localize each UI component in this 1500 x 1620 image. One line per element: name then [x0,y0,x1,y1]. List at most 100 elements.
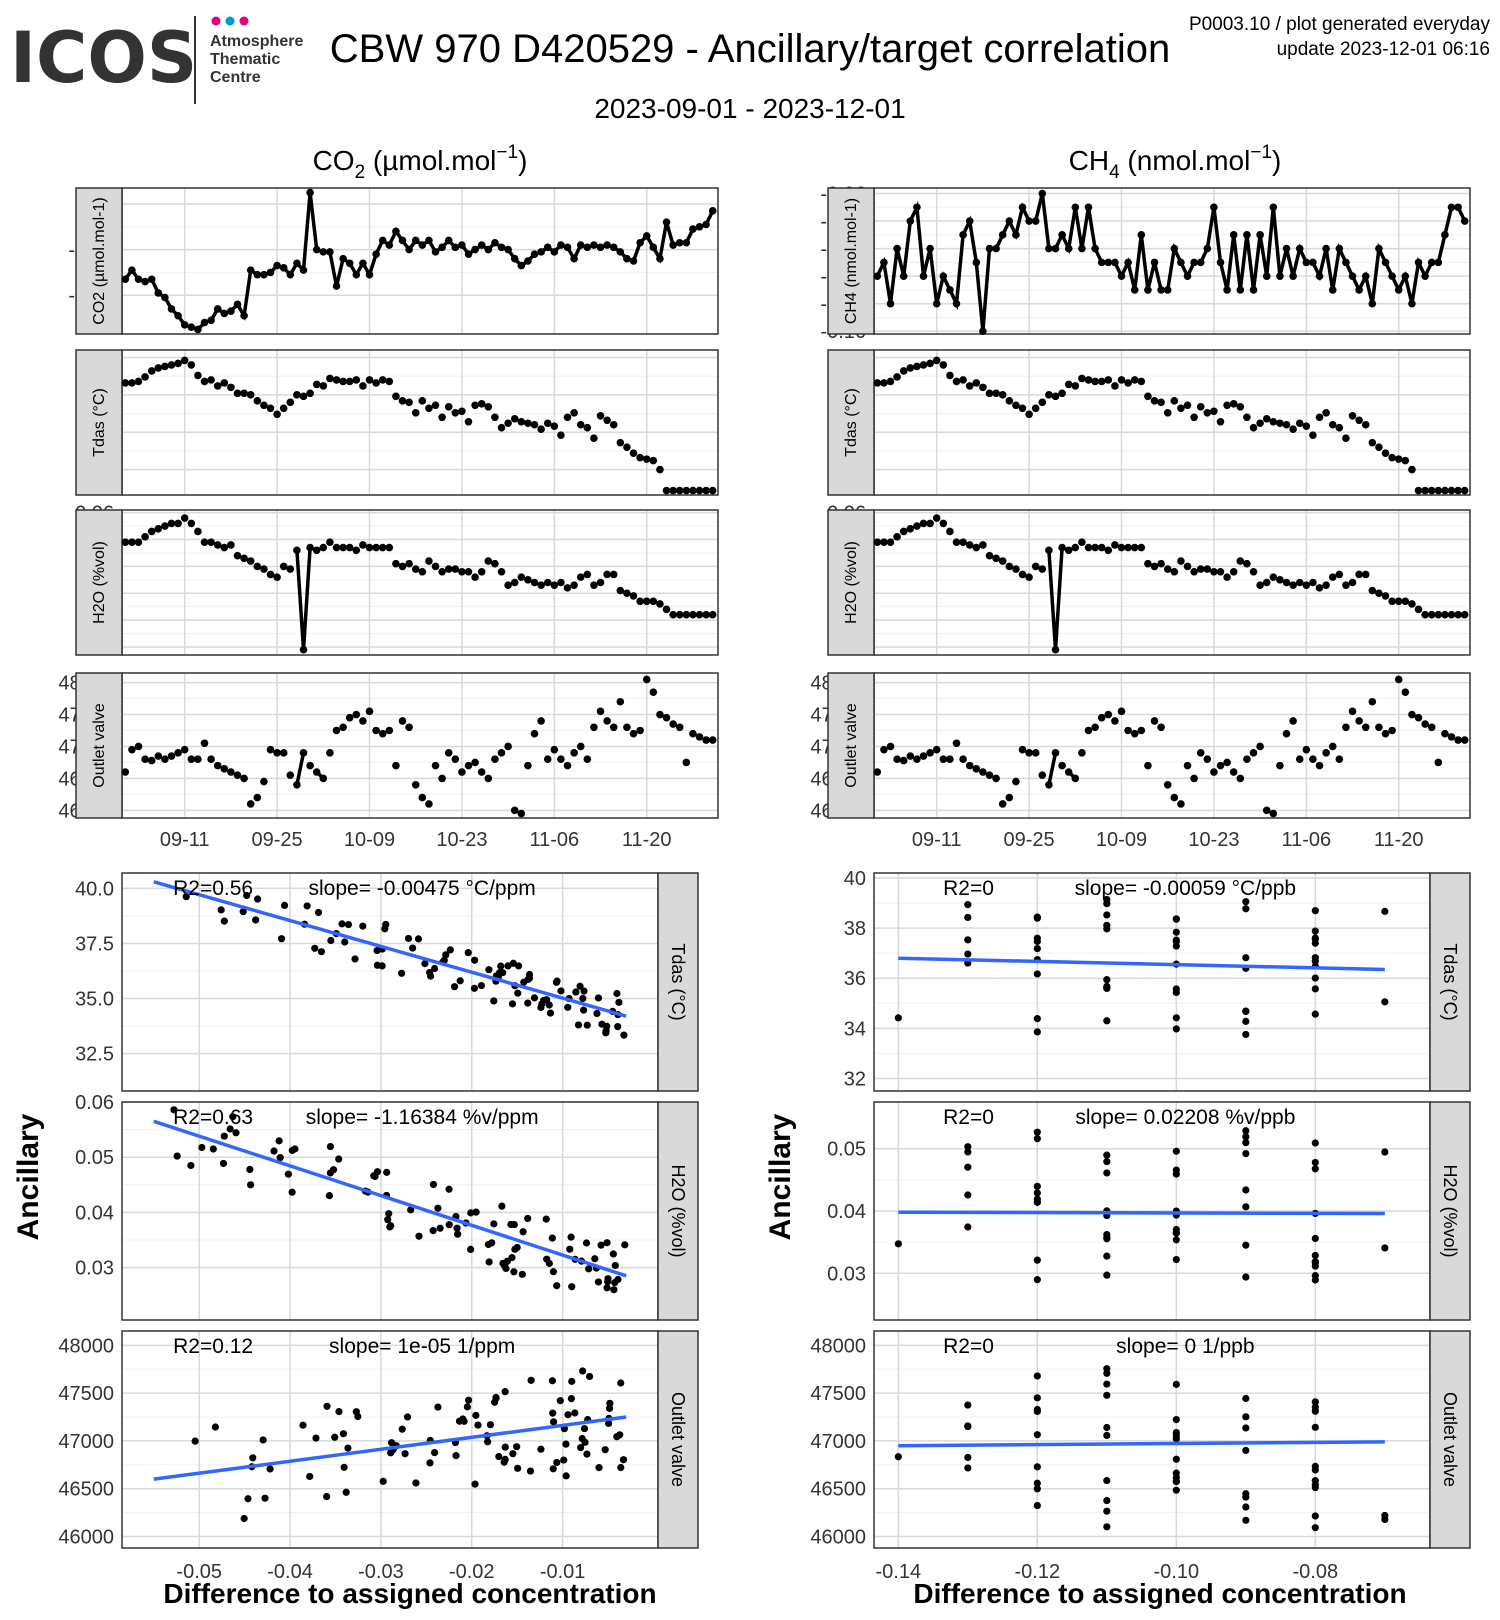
strip-label: Tdas (°C) [843,388,860,457]
data-point [669,720,677,728]
data-point [1172,1236,1180,1244]
data-point [964,950,972,958]
data-point [939,272,948,280]
data-point [128,745,136,754]
data-point [1242,1007,1250,1016]
data-point [1242,1017,1250,1025]
data-point [293,546,301,555]
data-point [998,391,1007,399]
data-point [398,397,407,405]
data-point [385,1210,393,1218]
data-point [1388,597,1396,606]
data-point [1203,408,1212,417]
strip-label: Outlet valve [91,703,108,788]
data-point [240,554,248,563]
data-point [578,1434,586,1443]
data-point [260,401,268,410]
data-point [617,1379,625,1387]
data-point [886,742,895,751]
icos-logo-text: ICOS [10,17,197,99]
data-point [458,241,466,249]
data-point [425,557,433,565]
data-point [1058,761,1066,770]
data-point [450,983,459,991]
data-point [708,486,717,495]
data-point [323,1402,331,1410]
data-point [471,573,479,581]
data-point [1170,567,1179,576]
data-point [880,538,888,547]
data-point [451,243,460,252]
data-point [167,752,176,760]
data-point [576,241,585,249]
data-point [180,514,189,522]
data-point [1242,1413,1250,1421]
data-point [1427,610,1436,619]
data-point [312,546,321,555]
x-tick-label: -0.12 [1015,1561,1061,1583]
data-point [286,270,295,279]
data-point [919,361,928,369]
data-point [525,970,534,979]
data-point [1031,562,1040,571]
data-point [501,1455,509,1464]
data-point [1117,272,1126,280]
data-point [1005,397,1014,405]
data-point [386,1223,394,1231]
logo-dot-magenta [211,16,221,26]
data-point [972,765,981,773]
data-point [485,966,493,974]
data-point [1177,258,1185,267]
data-point [134,275,143,284]
data-point [200,318,209,327]
data-point [1311,1262,1319,1270]
fit-line [153,880,627,1018]
data-point [1157,286,1165,294]
data-point [1311,1512,1319,1520]
data-point [1170,793,1179,802]
y-tick-label: 32 [844,1068,866,1090]
data-point [590,581,598,589]
strip [75,187,123,335]
data-point [649,243,658,252]
data-point [613,989,621,998]
scatter-panel-ch4_outlet_scatter: 48000 47500 47000 46500 46000 Outlet valve R2=… [810,1330,1471,1583]
data-point [1361,570,1370,579]
data-point [985,771,994,780]
data-point [611,1261,619,1270]
y-tick-label: 0.03 [75,1258,114,1280]
data-point [524,761,532,770]
data-point [675,723,684,732]
r2-label: R2=0.56 [173,877,253,900]
panel-background [122,350,718,495]
data-point [906,217,915,225]
panel-co2-h2o_timeseries: 0.060.050.040.030.020.01H2O (%vol) [75,503,719,659]
data-point [325,1192,334,1200]
data-point [1137,543,1146,552]
data-point [373,946,381,955]
data-point [1242,1446,1250,1455]
data-point [1025,217,1033,225]
data-point [959,755,967,764]
data-point [1434,258,1443,267]
data-point [894,1014,902,1022]
data-point [642,597,651,606]
data-point [979,541,987,549]
data-point [1243,413,1251,422]
data-point [580,1424,589,1433]
data-point [134,538,143,547]
data-point [1111,717,1119,725]
data-point [1309,755,1317,764]
data-point [1223,758,1231,767]
data-point [579,1367,587,1375]
data-point [317,948,326,956]
data-point [270,1147,278,1155]
data-point [438,243,446,252]
data-point [1408,710,1416,719]
data-point [1375,723,1383,732]
data-point [207,316,215,325]
data-point [1460,217,1469,225]
data-point [431,248,440,256]
data-point [411,236,420,245]
data-point [1414,258,1423,267]
